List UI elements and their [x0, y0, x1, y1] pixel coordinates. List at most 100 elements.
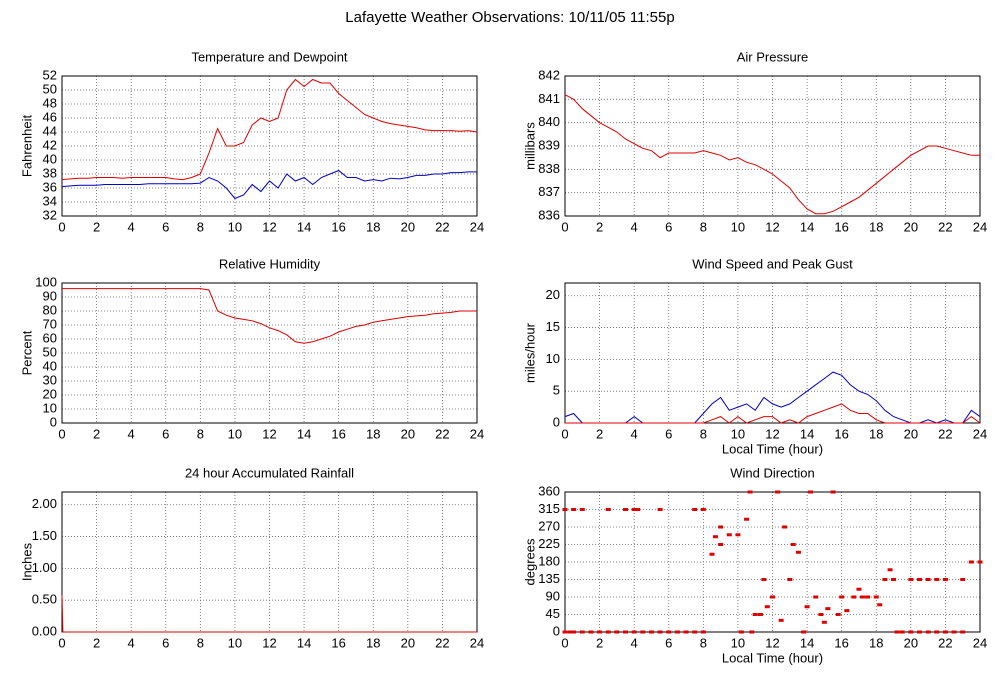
data-point: [631, 508, 637, 511]
y-tick-label: 100: [35, 274, 57, 289]
x-tick-label: 4: [128, 426, 135, 441]
y-tick-label: 180: [538, 553, 560, 568]
y-tick-label: 0: [50, 414, 57, 429]
data-point: [588, 630, 594, 634]
data-point: [916, 630, 922, 634]
x-tick-label: 16: [331, 635, 345, 650]
y-tick-label: 360: [538, 483, 560, 498]
y-tick-label: 2.00: [32, 496, 57, 511]
y-tick-label: 45: [546, 606, 560, 621]
data-point: [631, 630, 637, 634]
data-point: [761, 578, 767, 581]
data-point: [865, 595, 871, 599]
chart-title: Temperature and Dewpoint: [191, 49, 347, 64]
y-tick-label: 44: [43, 123, 57, 138]
data-point: [764, 605, 770, 609]
data-point: [908, 578, 914, 581]
data-point: [877, 603, 883, 607]
y-tick-label: 90: [43, 288, 57, 303]
y-tick-label: 841: [538, 91, 560, 106]
y-tick-label: 60: [43, 330, 57, 345]
plot-frame: [61, 282, 478, 424]
x-tick-label: 14: [297, 426, 311, 441]
data-point: [839, 595, 845, 599]
data-point: [571, 508, 577, 511]
x-tick-label: 16: [834, 426, 848, 441]
x-tick-label: 4: [631, 635, 638, 650]
y-tick-label: 80: [43, 302, 57, 317]
data-point: [747, 490, 753, 494]
x-tick-label: 2: [93, 635, 100, 650]
plot-frame: [564, 282, 981, 424]
x-tick-label: 4: [128, 635, 135, 650]
x-tick-label: 16: [834, 635, 848, 650]
data-point: [712, 535, 718, 539]
x-tick-label: 14: [297, 635, 311, 650]
data-point: [640, 630, 646, 634]
data-point: [657, 630, 663, 634]
x-tick-label: 8: [197, 219, 204, 234]
data-point: [916, 578, 922, 581]
y-tick-label: 837: [538, 184, 560, 199]
data-point: [790, 543, 796, 546]
data-point: [801, 630, 807, 634]
y-tick-label: 270: [538, 518, 560, 533]
y-tick-label: 52: [43, 67, 57, 82]
y-tick-label: 40: [43, 358, 57, 373]
data-point: [738, 630, 744, 634]
x-tick-label: 8: [700, 426, 707, 441]
x-tick-label: 0: [58, 635, 65, 650]
data-point: [859, 595, 865, 599]
x-tick-label: 14: [800, 635, 814, 650]
data-point: [657, 508, 663, 511]
x-tick-label: 24: [973, 219, 987, 234]
data-point: [752, 613, 758, 616]
data-point: [821, 620, 827, 624]
x-tick-label: 20: [401, 426, 415, 441]
x-tick-label: 20: [401, 219, 415, 234]
data-point: [887, 568, 893, 572]
y-tick-label: 32: [43, 207, 57, 222]
data-line: [62, 288, 477, 344]
x-tick-label: 18: [869, 219, 883, 234]
x-tick-label: 12: [262, 219, 276, 234]
chart-title: Air Pressure: [737, 49, 809, 64]
chart-title: Relative Humidity: [219, 256, 321, 271]
data-point: [692, 630, 698, 634]
data-point: [744, 517, 750, 521]
data-point: [635, 508, 641, 511]
x-tick-label: 0: [58, 426, 65, 441]
y-tick-label: 838: [538, 161, 560, 176]
x-tick-label: 12: [262, 426, 276, 441]
data-point: [623, 630, 629, 634]
data-point: [757, 613, 763, 616]
data-point: [770, 595, 775, 599]
x-tick-label: 20: [904, 219, 918, 234]
y-tick-label: 0.50: [32, 592, 57, 607]
data-point: [934, 578, 940, 581]
y-tick-label: 839: [538, 137, 560, 152]
x-tick-label: 20: [904, 426, 918, 441]
x-tick-label: 16: [331, 219, 345, 234]
x-tick-label: 22: [938, 219, 952, 234]
x-tick-label: 16: [331, 426, 345, 441]
x-tick-label: 10: [228, 426, 242, 441]
data-point: [692, 508, 698, 511]
y-tick-label: 315: [538, 501, 560, 516]
data-point: [726, 533, 732, 537]
x-tick-label: 4: [128, 219, 135, 234]
x-tick-label: 14: [800, 426, 814, 441]
x-tick-label: 8: [197, 426, 204, 441]
data-line: [564, 94, 980, 215]
data-point: [571, 630, 577, 634]
data-point: [934, 630, 940, 634]
x-tick-label: 12: [765, 426, 779, 441]
y-tick-label: 36: [43, 179, 57, 194]
data-line: [61, 169, 477, 200]
data-point: [808, 490, 814, 494]
x-tick-label: 22: [435, 635, 449, 650]
x-axis-label: Local Time (hour): [722, 441, 823, 456]
x-tick-label: 6: [665, 635, 672, 650]
y-tick-label: 840: [538, 114, 560, 129]
